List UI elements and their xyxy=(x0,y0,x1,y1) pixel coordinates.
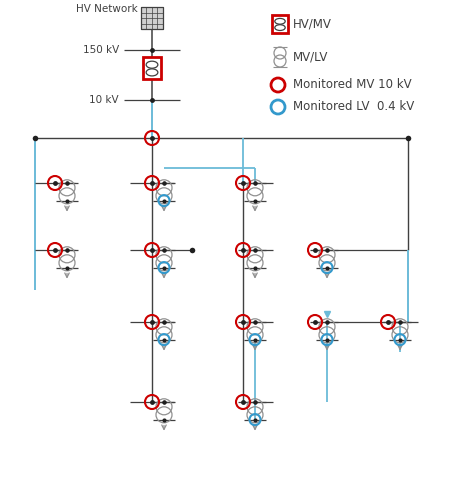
Bar xyxy=(143,57,161,79)
Text: 150 kV: 150 kV xyxy=(83,45,119,55)
Text: HV/MV: HV/MV xyxy=(293,17,332,30)
Bar xyxy=(272,15,288,33)
Text: MV/LV: MV/LV xyxy=(293,51,328,64)
Text: Monitored MV 10 kV: Monitored MV 10 kV xyxy=(293,79,411,92)
Text: HV Network: HV Network xyxy=(76,4,138,14)
Bar xyxy=(141,7,163,29)
Text: Monitored LV  0.4 kV: Monitored LV 0.4 kV xyxy=(293,101,414,113)
Text: 10 kV: 10 kV xyxy=(90,95,119,105)
